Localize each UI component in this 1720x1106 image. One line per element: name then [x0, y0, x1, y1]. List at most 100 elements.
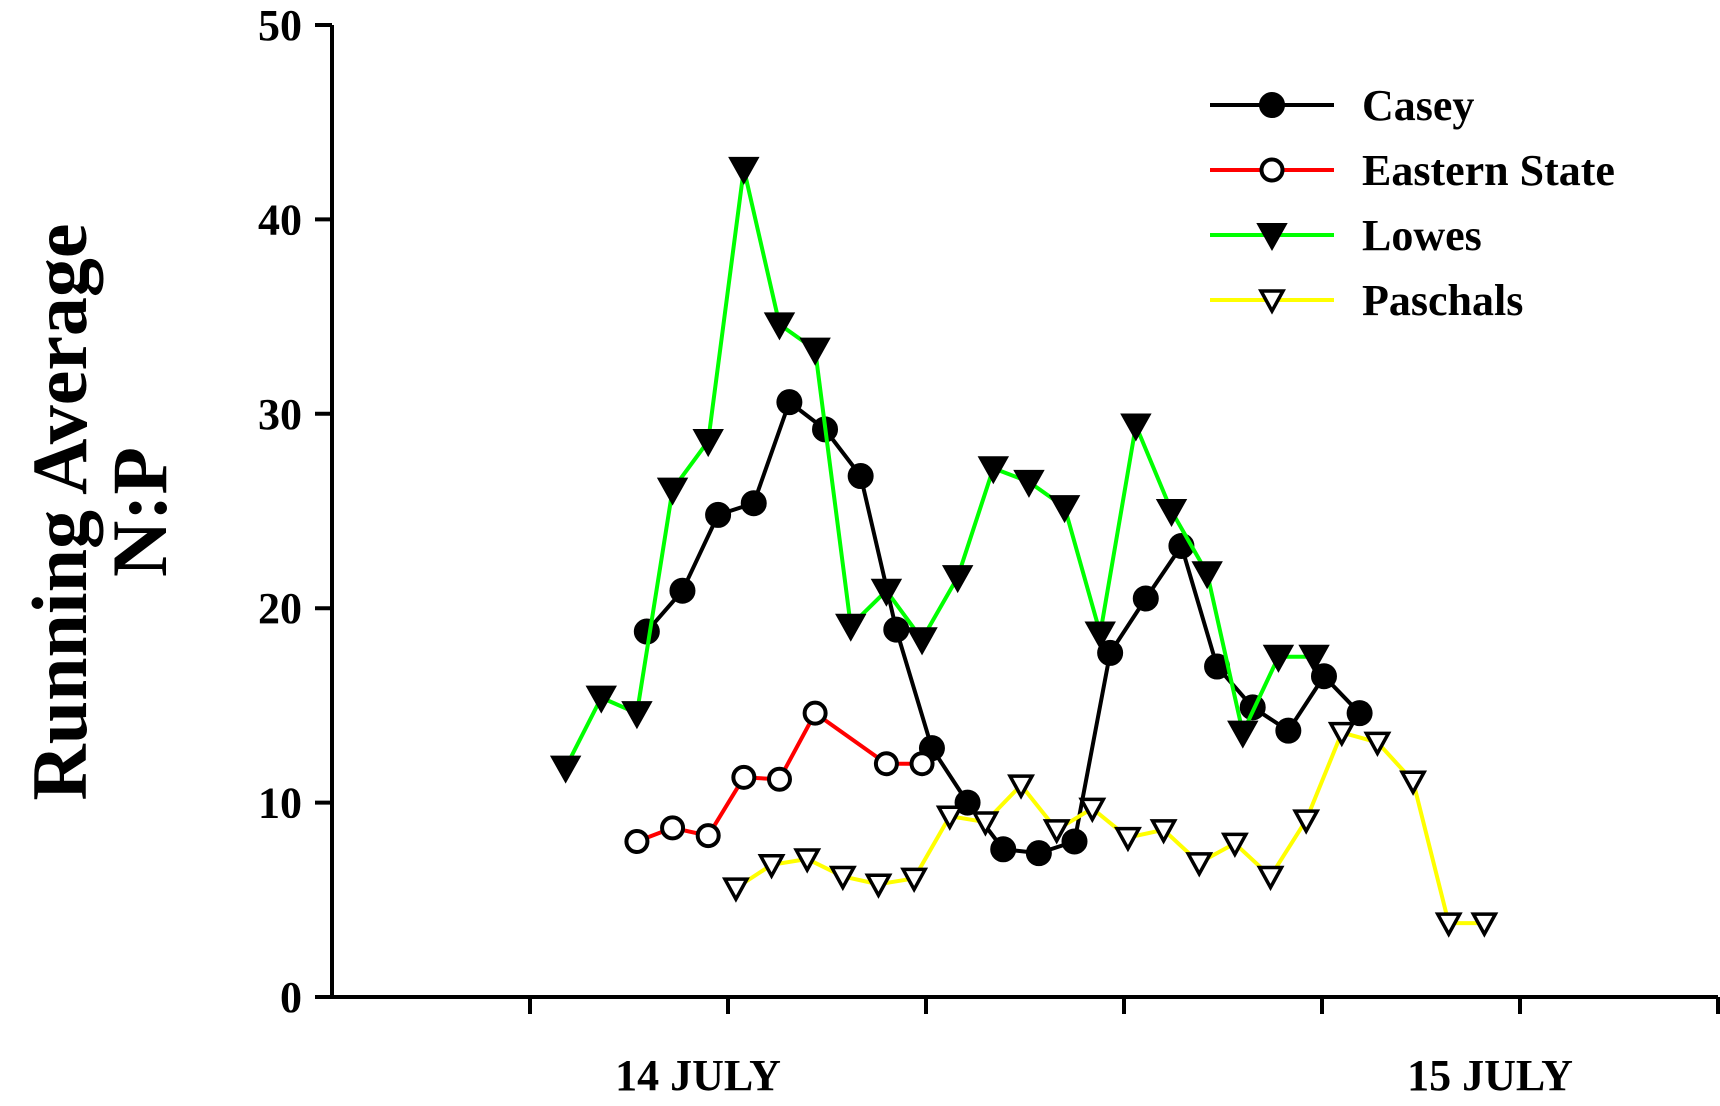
data-point-casey	[1310, 663, 1337, 690]
data-point-paschals	[1149, 819, 1178, 845]
data-point-paschals	[864, 873, 893, 899]
series-casey	[633, 389, 1373, 867]
data-point-lowes	[1262, 644, 1295, 673]
data-point-lowes	[1298, 644, 1330, 673]
data-point-paschals	[1078, 797, 1107, 824]
data-point-paschals	[1470, 912, 1499, 938]
legend-marker	[1259, 157, 1285, 183]
y-axis-title-line: N:P	[96, 447, 183, 577]
data-point-lowes	[906, 627, 938, 656]
data-point-paschals	[828, 865, 857, 892]
data-point-paschals	[1220, 832, 1249, 859]
data-point-casey	[1097, 639, 1124, 666]
y-tick-label: 10	[258, 779, 302, 828]
data-point-paschals	[1363, 731, 1392, 757]
data-point-eastern-state	[624, 828, 650, 854]
data-point-paschals	[1114, 826, 1142, 853]
y-tick-label: 40	[258, 195, 302, 244]
legend-label: Eastern State	[1362, 146, 1615, 195]
data-point-paschals	[1434, 912, 1463, 938]
series-line-paschals	[734, 730, 1485, 926]
data-point-lowes	[1048, 495, 1081, 524]
data-point-lowes	[585, 685, 617, 714]
legend-label: Casey	[1362, 81, 1474, 130]
data-point-casey	[1061, 828, 1088, 855]
y-axis-title-line: Running Average	[16, 223, 103, 800]
data-point-lowes	[870, 578, 903, 607]
data-point-lowes	[692, 429, 724, 458]
legend-marker	[1258, 289, 1286, 315]
data-point-eastern-state	[731, 764, 757, 790]
data-point-paschals	[1256, 865, 1285, 892]
axes: 0 10 20 30 40 50 14 JULY 15 JULY	[258, 1, 1720, 1100]
data-point-lowes	[621, 701, 653, 730]
legend-label: Paschals	[1362, 276, 1523, 325]
legend-marker	[1256, 223, 1288, 252]
data-point-paschals	[900, 867, 929, 894]
data-point-paschals	[721, 877, 750, 903]
data-point-casey	[740, 490, 767, 517]
data-point-lowes	[1084, 621, 1116, 650]
data-point-paschals	[757, 854, 786, 880]
data-point-casey	[669, 577, 696, 604]
series-lowes	[549, 156, 1330, 784]
data-point-eastern-state	[766, 766, 792, 792]
y-tick-label: 30	[258, 390, 302, 439]
data-point-lowes	[728, 156, 760, 185]
data-point-lowes	[763, 312, 796, 341]
series-paschals	[721, 721, 1499, 938]
data-point-eastern-state	[909, 751, 935, 777]
data-point-casey	[847, 463, 874, 490]
data-point-eastern-state	[660, 815, 686, 841]
data-point-paschals	[1042, 819, 1071, 845]
data-point-paschals	[971, 811, 1000, 837]
data-point-lowes	[656, 477, 689, 506]
y-tick-label: 50	[258, 1, 302, 50]
data-point-casey	[1132, 585, 1159, 612]
legend-item-eastern-state: Eastern State	[1210, 146, 1615, 195]
data-point-lowes	[941, 565, 974, 594]
data-point-lowes	[835, 613, 867, 642]
x-tick-label: 14 JULY	[615, 1051, 781, 1100]
legend: Casey Eastern State Lowes Paschals	[1210, 81, 1615, 325]
y-tick-label: 20	[258, 584, 302, 633]
series-eastern-state	[624, 700, 935, 854]
data-point-lowes	[1155, 499, 1188, 528]
data-point-paschals	[1185, 852, 1214, 878]
legend-item-paschals: Paschals	[1210, 276, 1523, 325]
data-point-lowes	[799, 337, 831, 366]
legend-marker	[1259, 92, 1285, 118]
data-point-casey	[990, 836, 1017, 863]
data-point-lowes	[1013, 469, 1045, 498]
data-point-casey	[883, 616, 910, 643]
legend-label: Lowes	[1362, 211, 1482, 260]
data-point-casey	[705, 501, 732, 528]
data-point-casey	[776, 389, 803, 416]
legend-item-casey: Casey	[1210, 81, 1474, 130]
data-point-lowes	[1227, 720, 1259, 749]
data-point-casey	[1025, 840, 1052, 867]
data-point-paschals	[935, 805, 964, 831]
data-point-lowes	[549, 755, 582, 784]
series-layer	[549, 156, 1499, 938]
y-tick-label: 0	[280, 973, 302, 1022]
data-point-eastern-state	[873, 751, 899, 777]
x-tick-label: 15 JULY	[1407, 1051, 1573, 1100]
data-point-eastern-state	[802, 700, 828, 726]
data-point-paschals	[1292, 809, 1321, 835]
data-point-eastern-state	[695, 823, 721, 849]
data-point-lowes	[977, 456, 1010, 485]
data-point-paschals	[1007, 774, 1035, 800]
data-point-paschals	[1399, 770, 1428, 796]
data-point-casey	[1275, 717, 1302, 744]
data-point-casey	[1346, 700, 1373, 727]
legend-item-lowes: Lowes	[1210, 211, 1482, 260]
data-point-paschals	[1327, 721, 1356, 748]
series-line-lowes	[563, 166, 1315, 769]
data-point-lowes	[1191, 561, 1223, 590]
series-line-casey	[645, 400, 1362, 856]
data-point-paschals	[793, 848, 822, 874]
data-point-lowes	[1120, 413, 1152, 442]
